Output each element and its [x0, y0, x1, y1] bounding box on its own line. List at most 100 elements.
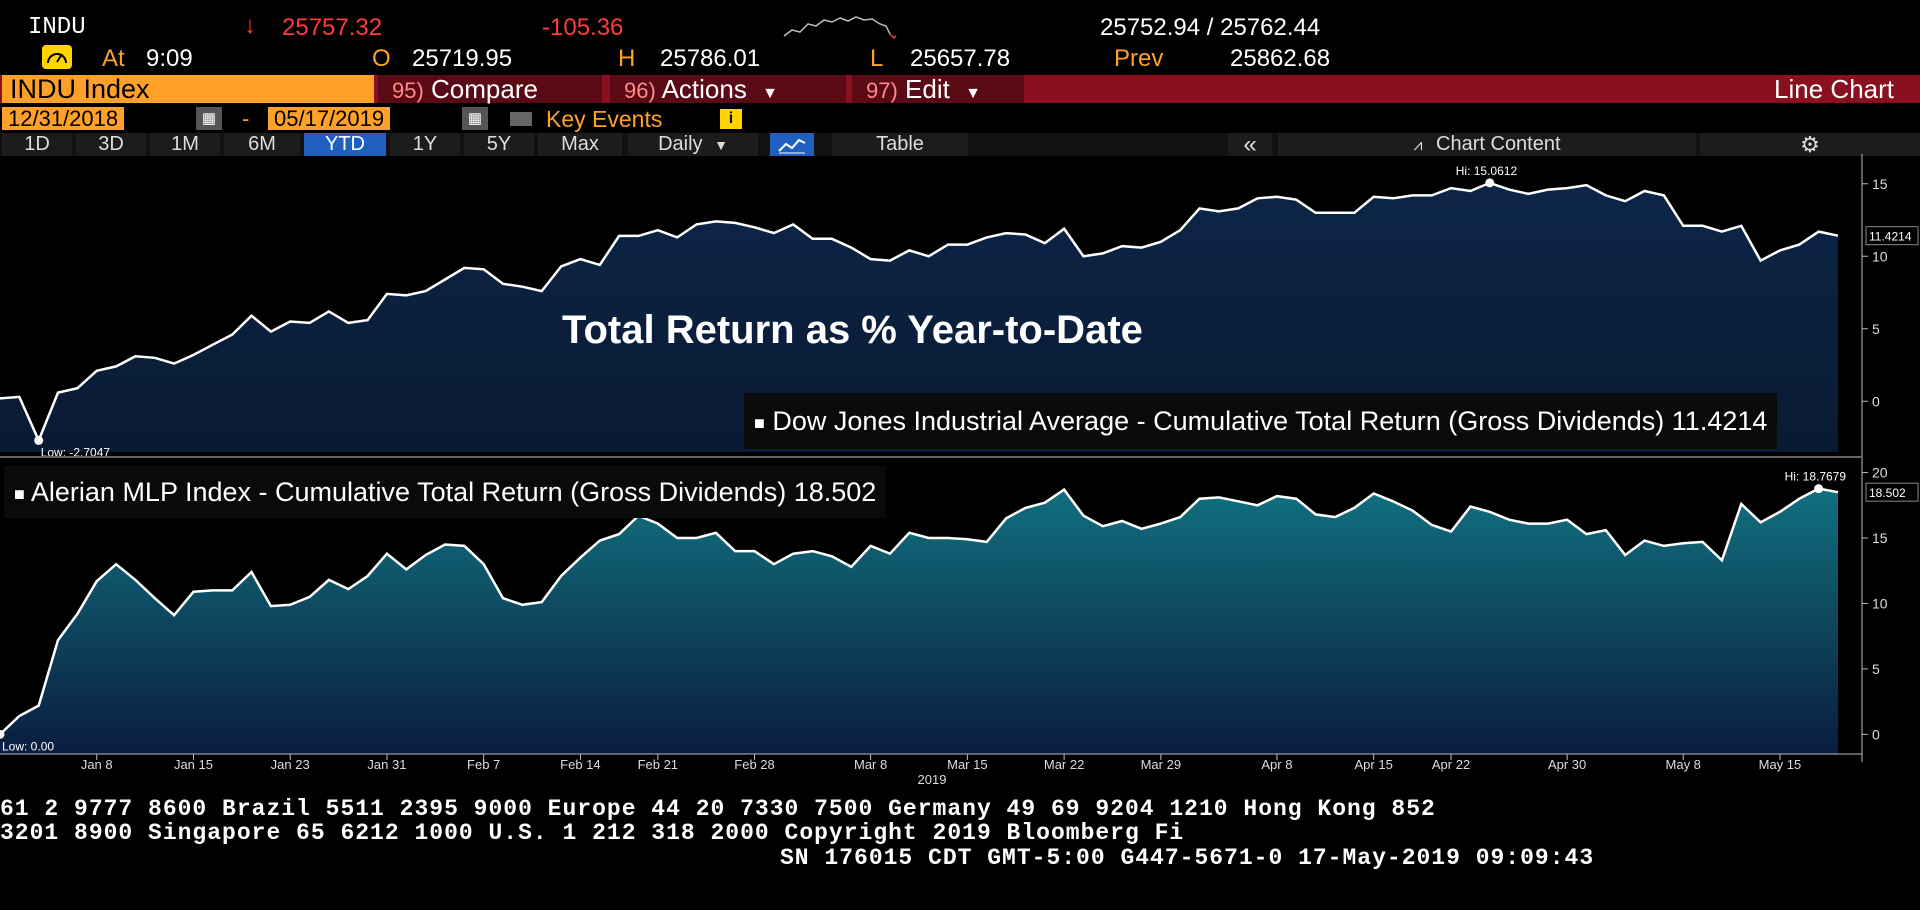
price-change: -105.36 [542, 14, 624, 41]
x-tick-label: Feb 28 [734, 757, 774, 772]
bottom-legend-text: Alerian MLP Index - Cumulative Total Ret… [30, 477, 877, 507]
range-1m[interactable]: 1M [150, 133, 220, 156]
bottom-low-label: Low: 0.00 [2, 739, 54, 753]
range-3d[interactable]: 3D [76, 133, 146, 156]
bottom-low-marker [0, 729, 5, 739]
edit-num: 97) [866, 78, 898, 103]
top-hi-label: Hi: 15.0612 [1456, 164, 1518, 178]
speedometer-icon[interactable] [42, 45, 72, 69]
top-last-value-label: 11.4214 [1869, 230, 1912, 244]
chart-type-label: Line Chart [1774, 74, 1894, 104]
edit-button[interactable]: 97) Edit ▼ [852, 75, 1024, 103]
open-label: O [372, 45, 391, 72]
range-1d[interactable]: 1D [2, 133, 72, 156]
index-label[interactable]: INDU Index [2, 75, 374, 103]
at-time: 9:09 [146, 45, 193, 72]
range-bar: 1D 3D 1M 6M YTD 1Y 5Y Max Daily ▼ Table … [0, 133, 1920, 157]
chevron-down-icon: ▼ [965, 85, 981, 102]
chart-content-button[interactable]: ⩘ Chart Content [1278, 133, 1696, 156]
x-tick-label: Mar 15 [947, 757, 987, 772]
bottom-hi-label: Hi: 18.7679 [1785, 470, 1847, 484]
top-low-label: Low: -2.7047 [41, 445, 111, 459]
chart-content-label: Chart Content [1436, 133, 1561, 155]
gear-icon[interactable]: ⚙ [1700, 133, 1920, 156]
bottom-last-value-tag [1865, 482, 1919, 502]
top-legend-text: Dow Jones Industrial Average - Cumulativ… [772, 406, 1768, 436]
line-chart-icon[interactable] [770, 133, 814, 156]
series-marker-icon: ■ [754, 412, 765, 433]
at-label: At [102, 45, 125, 72]
edit-label: Edit [905, 74, 950, 104]
prev-label: Prev [1114, 45, 1164, 72]
collapse-icon[interactable]: « [1228, 133, 1272, 157]
range-6m[interactable]: 6M [224, 133, 300, 156]
x-tick-label: Jan 31 [367, 757, 406, 772]
chevron-down-icon: ▼ [714, 137, 728, 153]
top-y-tick-label: 15 [1872, 176, 1888, 192]
x-tick-label: Apr 15 [1355, 757, 1393, 772]
key-events-label[interactable]: Key Events [546, 106, 663, 132]
actions-label: Actions [661, 74, 747, 104]
frequency-dropdown[interactable]: Daily ▼ [628, 133, 758, 156]
x-axis-year-label: 2019 [918, 772, 947, 787]
x-tick-label: Apr 22 [1432, 757, 1470, 772]
frequency-label: Daily [658, 133, 703, 155]
range-max[interactable]: Max [538, 133, 622, 156]
actions-button[interactable]: 96) Actions ▼ [610, 75, 846, 103]
prev-value: 25862.68 [1230, 45, 1331, 72]
bottom-y-tick-label: 20 [1872, 465, 1888, 481]
x-tick-label: Mar 22 [1044, 757, 1084, 772]
top-low-marker [34, 435, 44, 445]
low-value: 25657.78 [910, 45, 1011, 72]
bottom-series-legend[interactable]: ■ Alerian MLP Index - Cumulative Total R… [4, 466, 887, 518]
table-button[interactable]: Table [832, 133, 968, 156]
chevron-down-icon: ▼ [762, 85, 778, 102]
compare-button[interactable]: 95) Compare [378, 75, 602, 103]
calendar-icon[interactable]: ▦ [196, 107, 222, 130]
compare-num: 95) [392, 78, 424, 103]
bid-ask: 25752.94 / 25762.44 [1100, 14, 1321, 41]
key-events-checkbox[interactable] [510, 112, 532, 126]
top-y-tick-label: 0 [1872, 393, 1880, 409]
chart-content-icon: ⩘ [1413, 137, 1423, 154]
last-price: 25757.32 [282, 14, 383, 41]
x-tick-label: Jan 8 [81, 757, 113, 772]
range-ytd[interactable]: YTD [304, 133, 386, 156]
range-1y[interactable]: 1Y [390, 133, 460, 156]
top-series-line [0, 181, 1839, 444]
info-icon[interactable]: i [720, 109, 742, 129]
top-y-tick-label: 5 [1872, 321, 1880, 337]
top-chart-panel: 15 10 5 0 11.4214 Hi: 15.0612 Low: -2.7047 [0, 154, 1919, 460]
calendar-icon[interactable]: ▦ [462, 107, 488, 130]
footer-contacts-line1: 61 2 9777 8600 Brazil 5511 2395 9000 Eur… [0, 796, 1436, 822]
x-tick-label: Feb 7 [467, 757, 500, 772]
low-label: L [870, 45, 884, 72]
bottom-y-tick-label: 5 [1872, 661, 1880, 677]
top-area [0, 182, 1838, 452]
sparkline-icon [783, 16, 897, 40]
top-hi-marker [1485, 178, 1495, 188]
down-arrow-icon: ↓ [244, 12, 256, 39]
x-tick-label: May 15 [1759, 757, 1802, 772]
bottom-series-line [0, 487, 1839, 736]
start-date-field[interactable]: 12/31/2018 [2, 107, 125, 130]
bottom-y-tick-label: 15 [1872, 530, 1888, 546]
bottom-y-tick-label: 10 [1872, 595, 1888, 611]
x-tick-label: Jan 23 [271, 757, 310, 772]
top-last-value-tag [1865, 226, 1919, 246]
top-series-legend[interactable]: ■ Dow Jones Industrial Average - Cumulat… [744, 393, 1778, 449]
range-5y[interactable]: 5Y [464, 133, 534, 156]
top-y-tick-label: 10 [1872, 248, 1888, 264]
end-date-field[interactable]: 05/17/2019 [268, 107, 391, 130]
x-tick-label: Mar 8 [854, 757, 887, 772]
footer-contacts-line2: 3201 8900 Singapore 65 6212 1000 U.S. 1 … [0, 820, 1185, 846]
bottom-hi-marker [1814, 484, 1824, 494]
bottom-area [0, 488, 1838, 754]
date-separator: - [242, 106, 250, 131]
series-marker-icon: ■ [14, 483, 25, 504]
x-tick-label: Apr 30 [1548, 757, 1586, 772]
chart-title: Total Return as % Year-to-Date [562, 308, 1143, 352]
x-axis: Jan 8 Jan 15 Jan 23 Jan 31 Feb 7 Feb 14 Feb 21… [0, 753, 1862, 787]
x-tick-label: May 8 [1666, 757, 1701, 772]
